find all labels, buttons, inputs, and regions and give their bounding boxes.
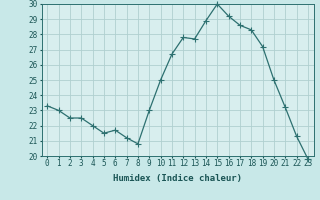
X-axis label: Humidex (Indice chaleur): Humidex (Indice chaleur) xyxy=(113,174,242,183)
